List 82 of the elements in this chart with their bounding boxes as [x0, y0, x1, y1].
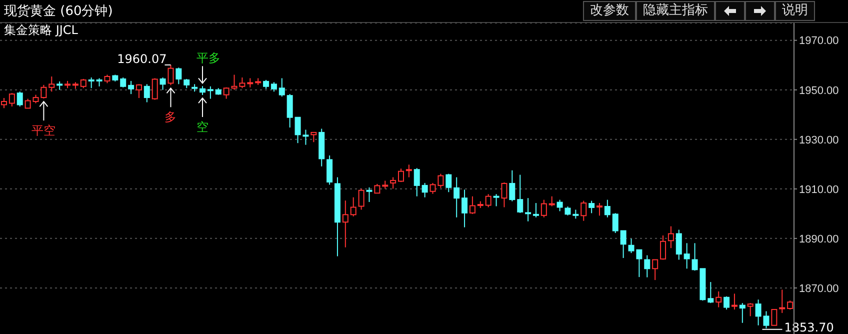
annotation: 平多	[196, 51, 220, 66]
candlestick	[517, 174, 524, 214]
candlestick	[532, 202, 539, 218]
candlestick	[485, 194, 492, 208]
candlestick	[779, 289, 786, 314]
candlestick	[676, 229, 682, 260]
candlestick	[374, 183, 380, 194]
y-tick-label: 1890.00	[799, 233, 839, 246]
candlestick	[152, 78, 158, 100]
candlestick	[644, 254, 650, 278]
candlestick	[612, 212, 618, 234]
candlestick	[160, 76, 166, 90]
candlestick	[358, 188, 364, 210]
y-tick-label: 1930.00	[799, 134, 839, 146]
annotation: 多	[164, 110, 177, 124]
annotation: 平空	[32, 124, 56, 138]
candlestick	[493, 194, 500, 207]
candlestick	[556, 199, 563, 212]
candlestick	[446, 173, 452, 193]
candlestick	[366, 186, 372, 203]
candlestick	[652, 259, 658, 281]
candlestick	[24, 98, 31, 109]
candlestick	[350, 196, 356, 217]
candlestick	[286, 94, 293, 128]
candlestick	[8, 92, 15, 107]
candlestick	[596, 202, 602, 216]
candlestick	[540, 199, 547, 218]
candlestick	[342, 200, 348, 248]
candlestick	[580, 200, 587, 222]
candlestick	[184, 78, 190, 89]
y-tick-label: 1950.00	[799, 84, 839, 97]
candlestick	[270, 82, 277, 92]
candlestick	[469, 196, 476, 214]
candlestick	[398, 168, 404, 182]
candlestick	[747, 302, 754, 317]
y-tick-label: 1910.00	[799, 184, 839, 196]
candlestick	[120, 76, 126, 88]
candlestick	[739, 302, 746, 324]
text: 改参数	[583, 1, 636, 21]
candlestick	[548, 196, 555, 207]
y-tick-label: 1970.00	[799, 35, 839, 48]
candlestick	[588, 200, 595, 214]
candlestick	[422, 182, 428, 198]
candlestick	[414, 168, 420, 197]
candlestick	[278, 78, 285, 98]
candlestick	[310, 132, 317, 143]
candlestick	[406, 164, 412, 178]
chart-title: 现货黄金 (60分钟)	[4, 3, 113, 20]
candlestick	[724, 296, 730, 310]
y-tick-label: 1870.00	[799, 282, 839, 295]
candlestick	[660, 234, 666, 260]
annotation: 1960.07	[117, 52, 167, 66]
chart-subtitle: 集金策略 JJCL	[4, 22, 78, 39]
candlestick	[620, 230, 626, 258]
candlestick	[684, 242, 690, 270]
candlestick	[509, 170, 516, 202]
candlestick	[390, 176, 396, 190]
candlestick	[16, 91, 23, 107]
candlestick	[247, 78, 254, 88]
candlestick	[462, 189, 468, 228]
candlestick	[604, 199, 610, 218]
candlestick	[454, 176, 460, 218]
candlestick	[708, 282, 714, 304]
text: 说明	[775, 1, 815, 21]
candlestick	[128, 80, 134, 95]
candlestick	[731, 293, 738, 310]
candlestick	[136, 84, 142, 99]
candlestick	[668, 226, 674, 249]
candlestick	[207, 86, 214, 100]
candlestick	[88, 76, 94, 89]
candlestick	[168, 64, 174, 86]
candlestick	[326, 154, 333, 186]
candlestick	[501, 182, 508, 208]
candlestick	[144, 84, 150, 103]
candlestick	[525, 198, 532, 222]
annotation: 空	[196, 120, 208, 134]
candlestick	[716, 290, 722, 308]
candlestick	[80, 78, 86, 89]
text: 隐藏主指标	[636, 1, 715, 21]
candlestick	[48, 76, 55, 92]
candlestick	[771, 308, 778, 326]
candlestick	[176, 67, 182, 85]
